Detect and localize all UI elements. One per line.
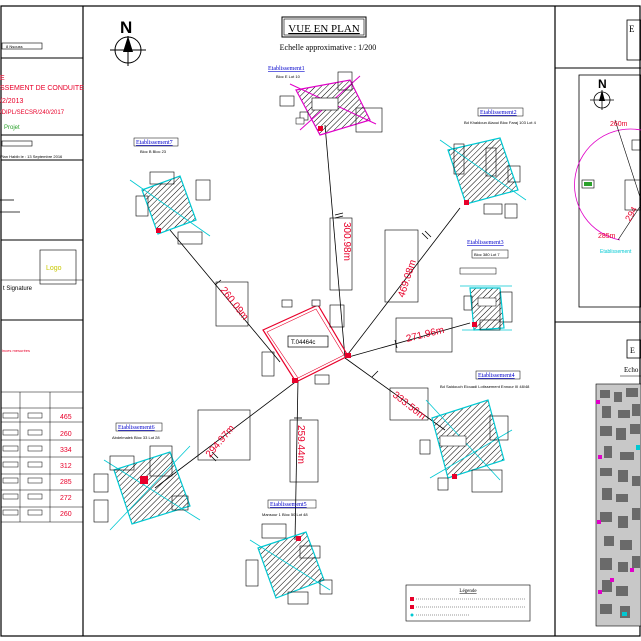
table-value: 260 [60, 511, 72, 518]
legend-title: Légende [459, 589, 477, 594]
left-line-3: /2/2013 [0, 98, 23, 105]
left-line-7: t Signature [3, 286, 33, 292]
left-note: inces mesurées [2, 348, 30, 353]
establishment-subtitle: Bd Khaldoun Alaoui Bloc Faraj 103 Lot 4 [464, 120, 537, 125]
table-value: 260 [60, 431, 72, 438]
establishment-6: Etablissement6 Abdelmalek Bloc 33 Lot 28 [93, 422, 201, 531]
left-line-4: /DIPL/SECSR/240/2017 [0, 110, 65, 116]
establishment-subtitle: Bd Saidouch Elouadi Lotissement Ennour I… [440, 384, 530, 389]
sheet-frame [0, 5, 641, 637]
distance-label: 260.09m [218, 285, 251, 322]
left-line-0: 8 Nsouss [6, 44, 23, 49]
distance-label: 259.44m [295, 425, 306, 464]
establishment-title: Etablissement5 [270, 502, 307, 508]
establishment-subtitle: Bloc 380 Lot 7 [474, 252, 500, 257]
establishment-3: Etablissement3 Bloc 380 Lot 7 [459, 240, 513, 331]
distance-label: 333.56m [390, 390, 427, 423]
establishment-title: Etablissement1 [268, 66, 305, 72]
establishment-2: Etablissement2 Bd Khaldoun Alaoui Bloc F… [439, 107, 537, 219]
right-red-label: 260m [610, 121, 628, 128]
title-box [281, 16, 367, 38]
right-lower-fragment: E [630, 346, 635, 355]
establishment-title: Etablissement6 [118, 425, 155, 431]
right-north-label: N [598, 77, 607, 91]
distance-label: 294.97m [204, 423, 237, 460]
right-panel: E N 260m 294 285m Etablissement E Echo [555, 19, 641, 627]
distance-label: 300.98m [341, 222, 352, 261]
establishment-5: Etablissement5 Mansour 1 Bloc 50 Lot 48 [245, 499, 333, 605]
distance-label: 271.96m [405, 325, 445, 345]
left-panel: 8 Nsouss E SSEMENT DE CONDUITE /2/2013 /… [0, 42, 84, 523]
left-logo: Logo [46, 265, 62, 272]
establishment-subtitle: Bloc E Lot 10 [276, 74, 301, 79]
right-title-fragment: E [629, 24, 635, 34]
establishment-4: Etablissement4 Bd Saidouch Elouadi Lotis… [419, 370, 530, 493]
establishment-title: Etablissement4 [478, 373, 515, 379]
left-line-5: Projet [4, 125, 20, 131]
establishment-subtitle: Abdelmalek Bloc 33 Lot 28 [112, 435, 160, 440]
left-line-2: SSEMENT DE CONDUITE [0, 85, 84, 92]
establishment-title: Etablissement3 [467, 240, 504, 246]
north-arrow-icon: N [110, 18, 146, 66]
distance-lines [154, 124, 471, 541]
north-label: N [120, 18, 132, 37]
establishment-1: Etablissement1 Bloc E Lot 10 [268, 66, 383, 136]
establishment-subtitle: Bloc B Bloc 23 [140, 149, 167, 154]
left-table [1, 391, 83, 523]
page-title: VUE EN PLAN [288, 23, 360, 35]
right-cyan-label: Etablissement [600, 249, 632, 255]
legend: Légende [405, 584, 531, 622]
establishment-subtitle: Mansour 1 Bloc 50 Lot 48 [262, 512, 308, 517]
right-red-label: 285m [598, 233, 616, 240]
left-line-1: E [0, 75, 5, 82]
table-value: 334 [60, 447, 72, 454]
right-lower-fragment-2: Echo [624, 366, 639, 374]
location-map [595, 383, 641, 627]
scale-label: Echelle approximative : 1/200 [280, 43, 377, 52]
right-red-label: 294 [623, 205, 639, 223]
center-parcel-label: T.04464c [291, 340, 315, 346]
table-value: 285 [60, 479, 72, 486]
left-line-6: Plan Habib le : 13 Septembre 2016 [0, 154, 63, 159]
center-parcel: T.04464c [261, 299, 351, 385]
establishment-7: Etablissement7 Bloc B Bloc 23 [129, 137, 211, 245]
table-value: 465 [60, 414, 72, 421]
establishment-title: Etablissement2 [480, 110, 517, 116]
establishment-title: Etablissement7 [136, 140, 173, 146]
table-value: 272 [60, 495, 72, 502]
distance-label: 469.08m [396, 259, 418, 299]
table-value: 312 [60, 463, 72, 470]
